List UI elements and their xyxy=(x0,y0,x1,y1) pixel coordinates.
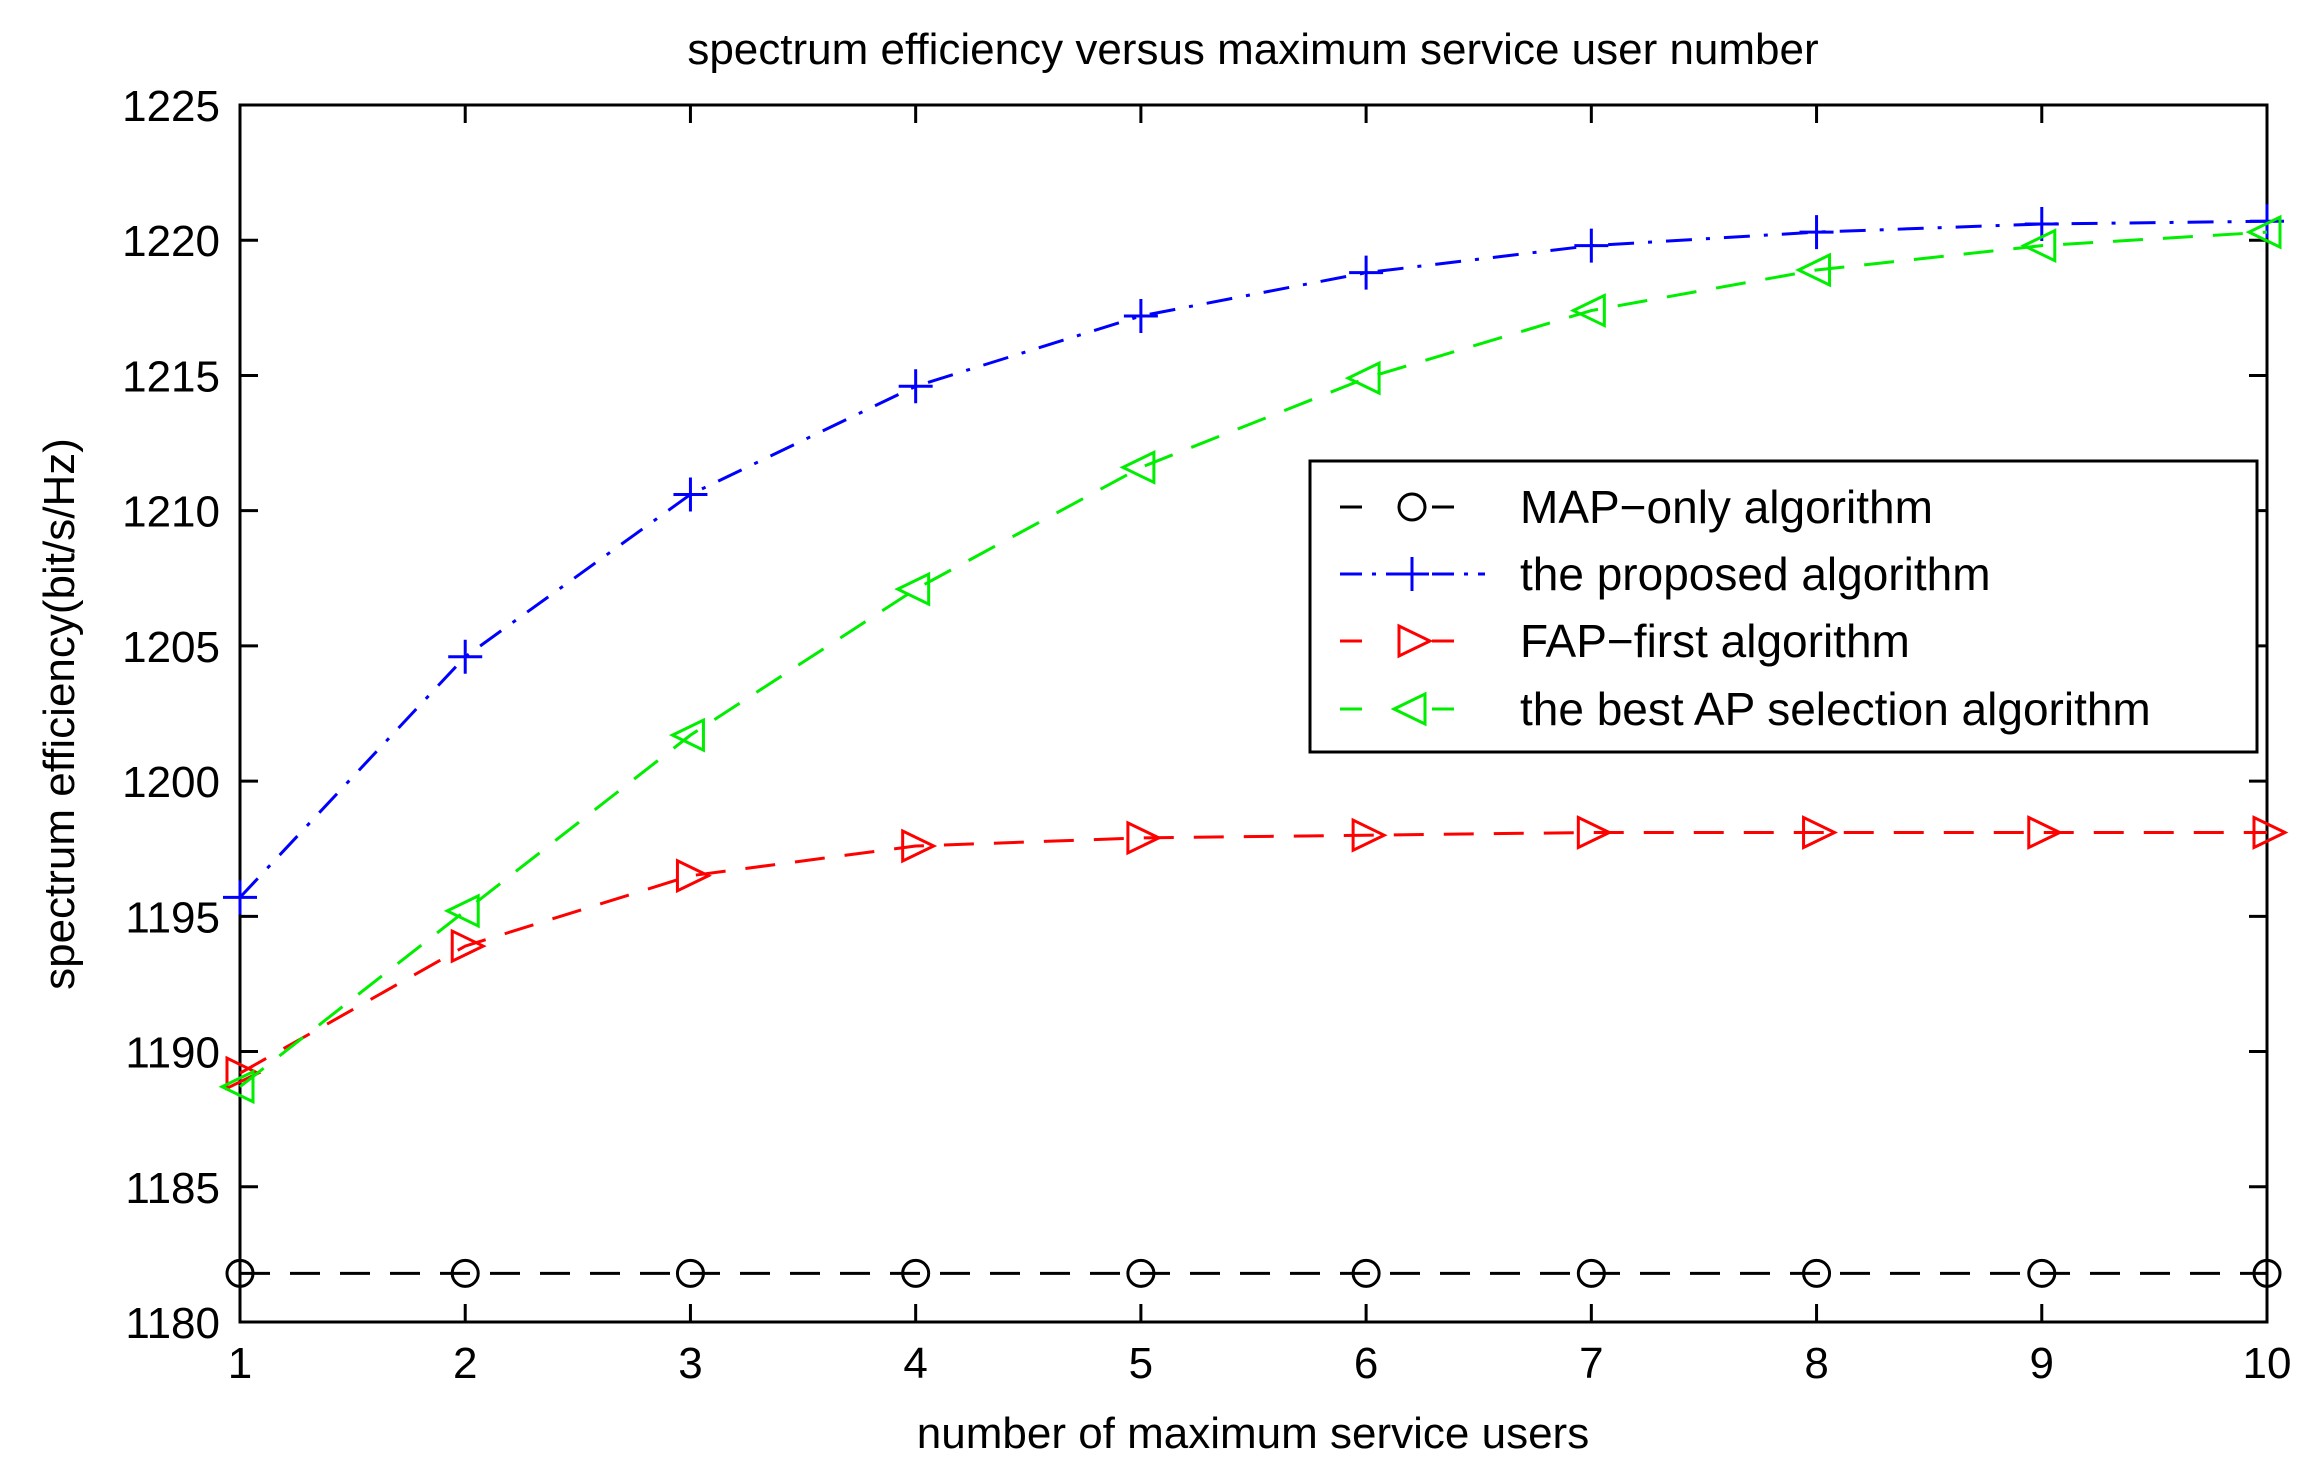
y-axis-label: spectrum efficiency(bit/s/Hz) xyxy=(35,438,84,990)
series-2 xyxy=(225,815,2289,1091)
data-point xyxy=(2252,1258,2282,1288)
axis-ticks: 1 2 3 4 5 6 7 8 9 10 1180 1185 1190 1195 1200 1205 1210 1… xyxy=(122,82,2291,1388)
data-point xyxy=(2020,228,2057,264)
data-point xyxy=(898,369,933,404)
y-tick-label: 1220 xyxy=(122,217,220,266)
y-tick-label: 1200 xyxy=(122,758,220,807)
data-point xyxy=(450,1258,480,1288)
chart-title: spectrum efficiency versus maximum servi… xyxy=(687,25,1818,74)
data-point xyxy=(1802,815,1838,850)
legend-item: MAP−only algorithm xyxy=(1340,481,1933,533)
data-point xyxy=(225,1055,262,1091)
data-point xyxy=(218,1069,255,1105)
data-point xyxy=(673,477,708,512)
legend-items: MAP−only algorithm the proposed algorithm… xyxy=(1340,481,2151,735)
data-point xyxy=(675,858,712,894)
series-line xyxy=(238,219,2268,899)
series-1 xyxy=(223,204,2284,915)
data-point xyxy=(2252,815,2289,850)
data-point xyxy=(1569,293,1606,328)
data-point xyxy=(1344,360,1381,396)
data-point xyxy=(448,639,483,674)
y-tick-label: 1210 xyxy=(122,488,220,537)
data-point xyxy=(1795,252,1832,288)
legend-marker xyxy=(1397,492,1427,522)
data-point xyxy=(2027,815,2064,850)
data-point xyxy=(2027,1258,2057,1288)
x-tick-label: 4 xyxy=(903,1339,927,1388)
x-tick-label: 10 xyxy=(2243,1339,2292,1388)
data-point xyxy=(1576,815,1613,850)
data-point xyxy=(1802,1258,1832,1288)
y-tick-label: 1185 xyxy=(125,1164,220,1213)
data-point xyxy=(1799,215,1834,250)
series-group xyxy=(218,204,2289,1288)
data-point xyxy=(1351,1258,1381,1288)
data-point xyxy=(901,1258,931,1288)
legend-item: FAP−first algorithm xyxy=(1340,615,1910,667)
legend-item: the best AP selection algorithm xyxy=(1340,683,2151,735)
y-tick-label: 1180 xyxy=(125,1299,220,1348)
data-point xyxy=(1574,228,1609,263)
data-point xyxy=(675,1258,705,1288)
series-3 xyxy=(218,214,2282,1105)
legend-label: MAP−only algorithm xyxy=(1520,481,1933,533)
legend: MAP−only algorithm the proposed algorithm… xyxy=(1308,459,2259,754)
x-tick-label: 7 xyxy=(1579,1339,1603,1388)
x-tick-label: 2 xyxy=(453,1339,477,1388)
data-point xyxy=(2245,214,2282,250)
legend-marker xyxy=(1395,557,1429,591)
y-tick-label: 1195 xyxy=(125,893,220,942)
series-line xyxy=(239,830,2267,1075)
legend-marker xyxy=(1397,623,1434,659)
data-point xyxy=(1576,1258,1606,1288)
series-line xyxy=(239,230,2268,1088)
x-tick-label: 6 xyxy=(1354,1339,1378,1388)
data-point xyxy=(1351,817,1388,853)
x-tick-label: 8 xyxy=(1804,1339,1828,1388)
legend-label: FAP−first algorithm xyxy=(1520,615,1910,667)
x-tick-label: 1 xyxy=(228,1339,252,1388)
x-tick-label: 5 xyxy=(1129,1339,1153,1388)
x-axis-label: number of maximum service users xyxy=(917,1409,1589,1458)
y-tick-label: 1190 xyxy=(125,1029,220,1078)
data-point xyxy=(901,828,938,864)
data-point xyxy=(223,880,257,915)
legend-label: the proposed algorithm xyxy=(1520,548,1991,600)
legend-item: the proposed algorithm xyxy=(1340,548,1991,600)
legend-marker xyxy=(1390,691,1427,727)
data-point xyxy=(450,928,487,964)
data-point xyxy=(225,1258,255,1288)
data-point xyxy=(1349,255,1384,290)
y-tick-label: 1225 xyxy=(122,82,220,131)
data-point xyxy=(1119,450,1156,485)
data-point xyxy=(894,571,931,607)
y-tick-label: 1215 xyxy=(122,352,220,401)
data-point xyxy=(1123,298,1158,333)
series-0 xyxy=(225,1258,2282,1288)
data-point xyxy=(1126,820,1163,856)
x-tick-label: 9 xyxy=(2030,1339,2054,1388)
legend-label: the best AP selection algorithm xyxy=(1520,683,2151,735)
x-tick-label: 3 xyxy=(678,1339,702,1388)
data-point xyxy=(669,717,705,753)
legend-box xyxy=(1308,459,2259,754)
data-point xyxy=(1126,1258,1156,1288)
data-point xyxy=(443,893,480,929)
y-tick-label: 1205 xyxy=(122,623,220,672)
